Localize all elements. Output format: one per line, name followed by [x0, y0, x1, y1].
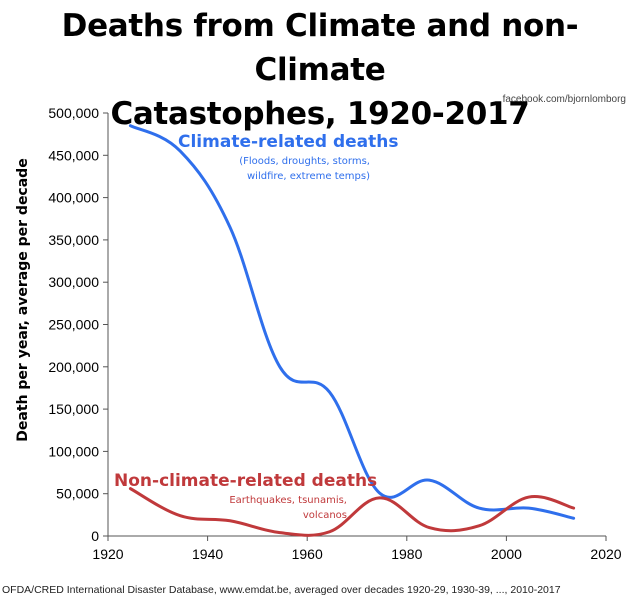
- y-tick-label: 150,000: [48, 401, 99, 417]
- x-tick-label: 2000: [491, 546, 522, 562]
- chart-title-line-2: Catastophes, 1920-2017: [110, 96, 530, 132]
- y-tick-label: 200,000: [48, 359, 99, 375]
- y-tick-label: 50,000: [56, 486, 99, 502]
- climate-series-subtitle-1: (Floods, droughts, storms,: [239, 156, 370, 167]
- non-climate-series-subtitle-2: volcanos: [303, 510, 347, 521]
- source-note: OFDA/CRED International Disaster Databas…: [2, 584, 561, 596]
- y-tick-label: 500,000: [48, 105, 99, 121]
- x-tick-label: 2020: [590, 546, 621, 562]
- non-climate-deaths-line: [128, 487, 576, 537]
- non-climate-series-label: Non-climate-related deaths: [114, 471, 377, 491]
- credit-label: facebook.com/bjornlomborg: [502, 94, 626, 105]
- x-tick-label: 1980: [391, 546, 422, 562]
- y-tick-label: 0: [91, 528, 99, 544]
- y-tick-label: 350,000: [48, 232, 99, 248]
- climate-deaths-line: [128, 124, 576, 520]
- climate-series-subtitle-2: wildfire, extreme temps): [247, 171, 370, 182]
- y-tick-label: 450,000: [48, 147, 99, 163]
- y-tick-label: 300,000: [48, 274, 99, 290]
- series-lines: [128, 124, 576, 537]
- chart-title-line-1: Deaths from Climate and non-Climate: [61, 8, 579, 88]
- x-tick-label: 1920: [92, 546, 123, 562]
- x-tick-label: 1940: [192, 546, 223, 562]
- axes: 0 50,000 100,000 150,000 200,000 250,000 300,0…: [48, 105, 621, 562]
- chart-title: Deaths from Climate and non-Climate Cata…: [0, 4, 640, 136]
- non-climate-series-subtitle-1: Earthquakes, tsunamis,: [229, 495, 347, 506]
- series-annotations: Climate-related deaths (Floods, droughts,…: [114, 132, 399, 521]
- x-tick-label: 1960: [292, 546, 323, 562]
- y-tick-label: 100,000: [48, 443, 99, 459]
- y-tick-label: 400,000: [48, 190, 99, 206]
- climate-series-label: Climate-related deaths: [178, 132, 399, 152]
- y-axis-label: Death per year, average per decade: [15, 158, 31, 441]
- y-tick-label: 250,000: [48, 317, 99, 333]
